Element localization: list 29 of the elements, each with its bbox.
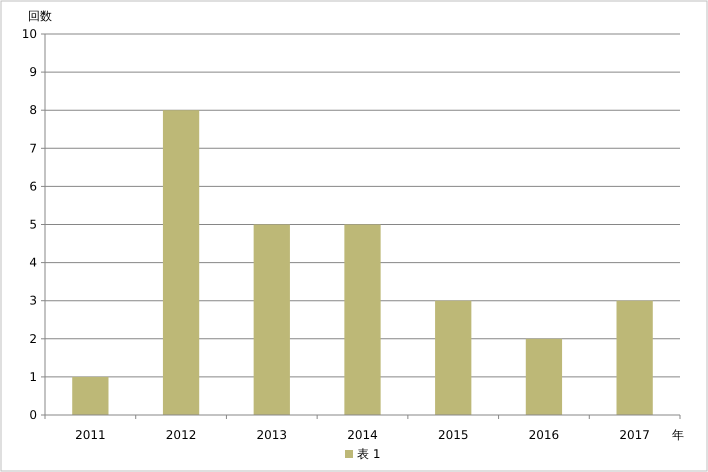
x-tick-label: 2017 [619,428,650,442]
y-tick-label: 8 [29,103,37,118]
y-tick-label: 9 [29,65,37,80]
y-tick-label: 4 [29,256,37,270]
y-tick-label: 10 [22,27,37,41]
x-tick-label: 2016 [528,428,560,442]
x-tick-label: 2012 [166,428,196,442]
x-tick-label: 2014 [347,428,378,442]
x-tick-label: 2011 [75,428,106,442]
y-axis-title: 回数 [28,9,52,23]
bar [435,300,472,415]
x-axis-title: 年 [672,428,684,442]
y-tick-label: 0 [29,408,37,422]
legend: 表 1 [345,447,380,461]
bar [254,224,290,415]
x-tick-label: 2013 [256,428,288,442]
legend-label: 表 1 [357,447,380,461]
y-tick-label: 1 [29,370,37,384]
bar [526,338,562,415]
bar [162,110,200,415]
x-tick-label: 2015 [438,428,468,442]
y-tick-label: 7 [29,141,37,156]
y-tick-label: 3 [29,294,37,308]
bar [72,376,108,415]
y-tick-label: 2 [29,332,37,346]
y-tick-label: 5 [29,218,37,232]
bar [616,300,653,415]
bar [344,224,381,415]
y-tick-label: 6 [29,179,37,194]
